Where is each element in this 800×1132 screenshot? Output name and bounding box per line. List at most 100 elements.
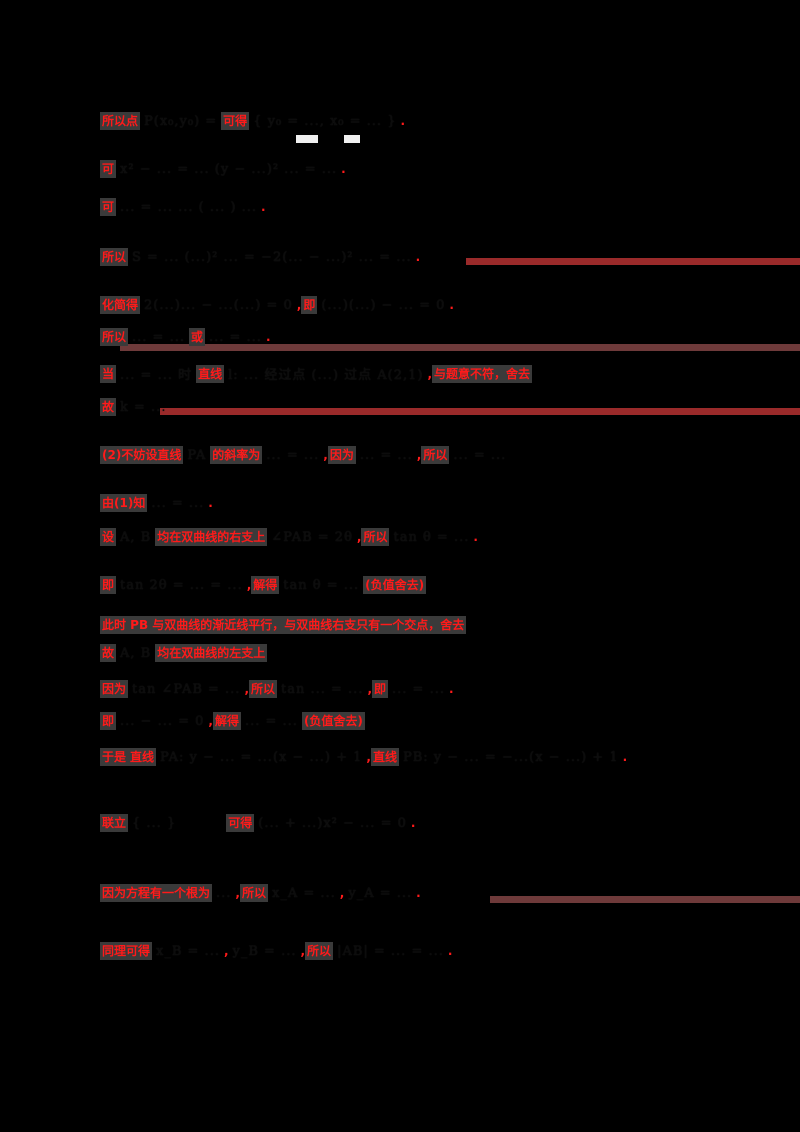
comma: , — [208, 714, 213, 728]
label: 所以 — [100, 328, 129, 346]
solution-line: 化简得 2(...)... − ...(...) = 0 , 即 (...)(.… — [100, 296, 454, 314]
math-expression: (... + ...)x² − ... = 0 — [258, 815, 407, 831]
math-expression: tan θ = ... — [393, 529, 470, 545]
math-expression: PA: y − ... = ...(x − ...) + 1 — [160, 749, 363, 765]
math-expression: (...)(...) − ... = 0 — [321, 297, 446, 313]
math-expression: ... = ... — [151, 495, 205, 511]
period: . — [410, 816, 416, 830]
math-expression: ... = ... 时 — [120, 368, 193, 383]
label: 所以点 — [100, 112, 141, 130]
math-expression: ... = ... — [453, 447, 507, 463]
comma: , — [416, 448, 422, 462]
comma: , — [356, 530, 362, 544]
label: (2)不妨设直线 — [100, 446, 184, 464]
math-expression: ... = ... — [266, 447, 320, 463]
label: 设 — [100, 528, 117, 546]
label: 均在双曲线的右支上 — [155, 528, 268, 546]
math-expression: { y₀ = ..., x₀ = ... } — [253, 113, 397, 129]
math-expression: ... = ... — [359, 447, 413, 463]
math-expression: y_A = ... — [348, 885, 413, 901]
solution-line: 因为方程有一个根为 ... , 所以 x_A = ... , y_A = ...… — [100, 884, 421, 902]
math-expression: S = ... (...)² ... = −2(... − ...)² ... … — [132, 249, 412, 265]
math-expression: P(x₀,y₀) = — [144, 113, 218, 129]
period: . — [447, 944, 453, 958]
solution-line: 可 ... = ... ... ( ... ) ... . — [100, 198, 266, 216]
comma: , — [244, 682, 249, 696]
math-expression: x_B = ... — [156, 943, 220, 959]
math-expression: ... = ... ... ( ... ) ... — [120, 199, 257, 215]
period: . — [341, 162, 346, 176]
math-expression: 2(...)... − ...(...) = 0 — [144, 297, 293, 313]
math-expression: ... = ... — [244, 713, 298, 729]
solution-line: 故 A, B 均在双曲线的左支上 — [100, 644, 268, 662]
label: 解得 — [212, 712, 241, 730]
comma: , — [427, 366, 433, 381]
solution-line: 所以 S = ... (...)² ... = −2(... − ...)² .… — [100, 248, 420, 266]
solution-line: 所以 ... = ... 或 ... = ... . — [100, 328, 271, 346]
label: 的斜率为 — [210, 446, 263, 464]
label: 所以 — [249, 680, 278, 698]
label: 联立 — [100, 814, 129, 832]
comma: , — [339, 886, 345, 900]
solution-line: 于是 直线 PA: y − ... = ...(x − ...) + 1 , 直… — [100, 748, 627, 766]
math-expression: tan ∠PAB = ... — [132, 681, 241, 697]
math-expression: k = ... — [120, 399, 167, 415]
period: . — [400, 114, 406, 128]
label: 直线 — [128, 748, 157, 766]
label: (负值舍去) — [363, 576, 427, 594]
math-expression: A, B — [120, 645, 152, 661]
solution-line: 故 k = ... — [100, 398, 170, 416]
period: . — [448, 682, 454, 696]
label: 于是 — [100, 748, 129, 766]
label: 即 — [372, 680, 389, 698]
math-expression: tan θ = ... — [283, 577, 360, 593]
label: 同理可得 — [100, 942, 153, 960]
label: 解得 — [251, 576, 280, 594]
label: 所以 — [239, 884, 268, 902]
math-expression: x² − ... = ... (y − ...)² ... = ... — [120, 161, 338, 177]
math-expression: ... = ... — [208, 329, 262, 345]
math-expression: A, B — [120, 529, 152, 545]
period: . — [622, 750, 628, 764]
comma: , — [300, 944, 306, 958]
solution-line: 由(1)知 ... = ... . — [100, 494, 213, 512]
solution-line: 即 tan 2θ = ... = ... , 解得 tan θ = ... (负… — [100, 576, 427, 594]
period: . — [473, 530, 478, 544]
label: 此时 PB 与双曲线的渐近线平行，与双曲线右支只有一个交点，舍去 — [100, 616, 467, 634]
label: 因为 — [100, 680, 129, 698]
comma: , — [367, 682, 373, 696]
label: 所以 — [361, 528, 390, 546]
label: 化简得 — [100, 296, 141, 314]
period: . — [260, 200, 266, 214]
comma: , — [235, 886, 240, 900]
math-expression: tan ... = ... — [281, 681, 364, 697]
label: 可 — [100, 160, 117, 178]
solution-line: 因为 tan ∠PAB = ... , 所以 tan ... = ... , 即… — [100, 680, 454, 698]
math-expression: tan 2θ = ... = ... — [120, 577, 243, 593]
label: 因为方程有一个根为 — [100, 884, 213, 902]
math-expression: ∠PAB = 2θ — [271, 529, 353, 545]
solution-line: 当 ... = ... 时 直线 l: ... 经过点 (...) 过点 A(2… — [100, 364, 533, 383]
comma: , — [366, 750, 371, 764]
divider — [120, 344, 800, 351]
label: 直线 — [196, 364, 225, 383]
math-expression: PA — [187, 447, 207, 463]
solution-line: 同理可得 x_B = ... , y_B = ... , 所以 |AB| = .… — [100, 942, 452, 960]
label: (负值舍去) — [301, 712, 365, 730]
label: 均在双曲线的左支上 — [155, 644, 268, 662]
solution-line: 此时 PB 与双曲线的渐近线平行，与双曲线右支只有一个交点，舍去 — [100, 616, 467, 634]
artifact — [296, 135, 318, 143]
label: 所以 — [100, 248, 129, 266]
label: 即 — [301, 296, 318, 314]
solution-line: 可 x² − ... = ... (y − ...)² ... = ... . — [100, 160, 346, 178]
math-expression: x_A = ... — [272, 885, 336, 901]
label: 当 — [100, 364, 117, 383]
solution-line: 联立 { ... } 可得 (... + ...)x² − ... = 0 . — [100, 814, 415, 832]
comma: , — [223, 944, 229, 958]
solution-line: 即 ... − ... = 0 , 解得 ... = ... (负值舍去) — [100, 712, 365, 730]
math-expression: l: ... 经过点 (...) 过点 A(2,1) — [228, 368, 424, 383]
solution-line: (2)不妨设直线 PA 的斜率为 ... = ... , 因为 ... = ..… — [100, 446, 510, 464]
math-expression: y_B = ... — [232, 943, 297, 959]
solution-line: 设 A, B 均在双曲线的右支上 ∠PAB = 2θ , 所以 tan θ = … — [100, 528, 478, 546]
period: . — [415, 250, 421, 264]
